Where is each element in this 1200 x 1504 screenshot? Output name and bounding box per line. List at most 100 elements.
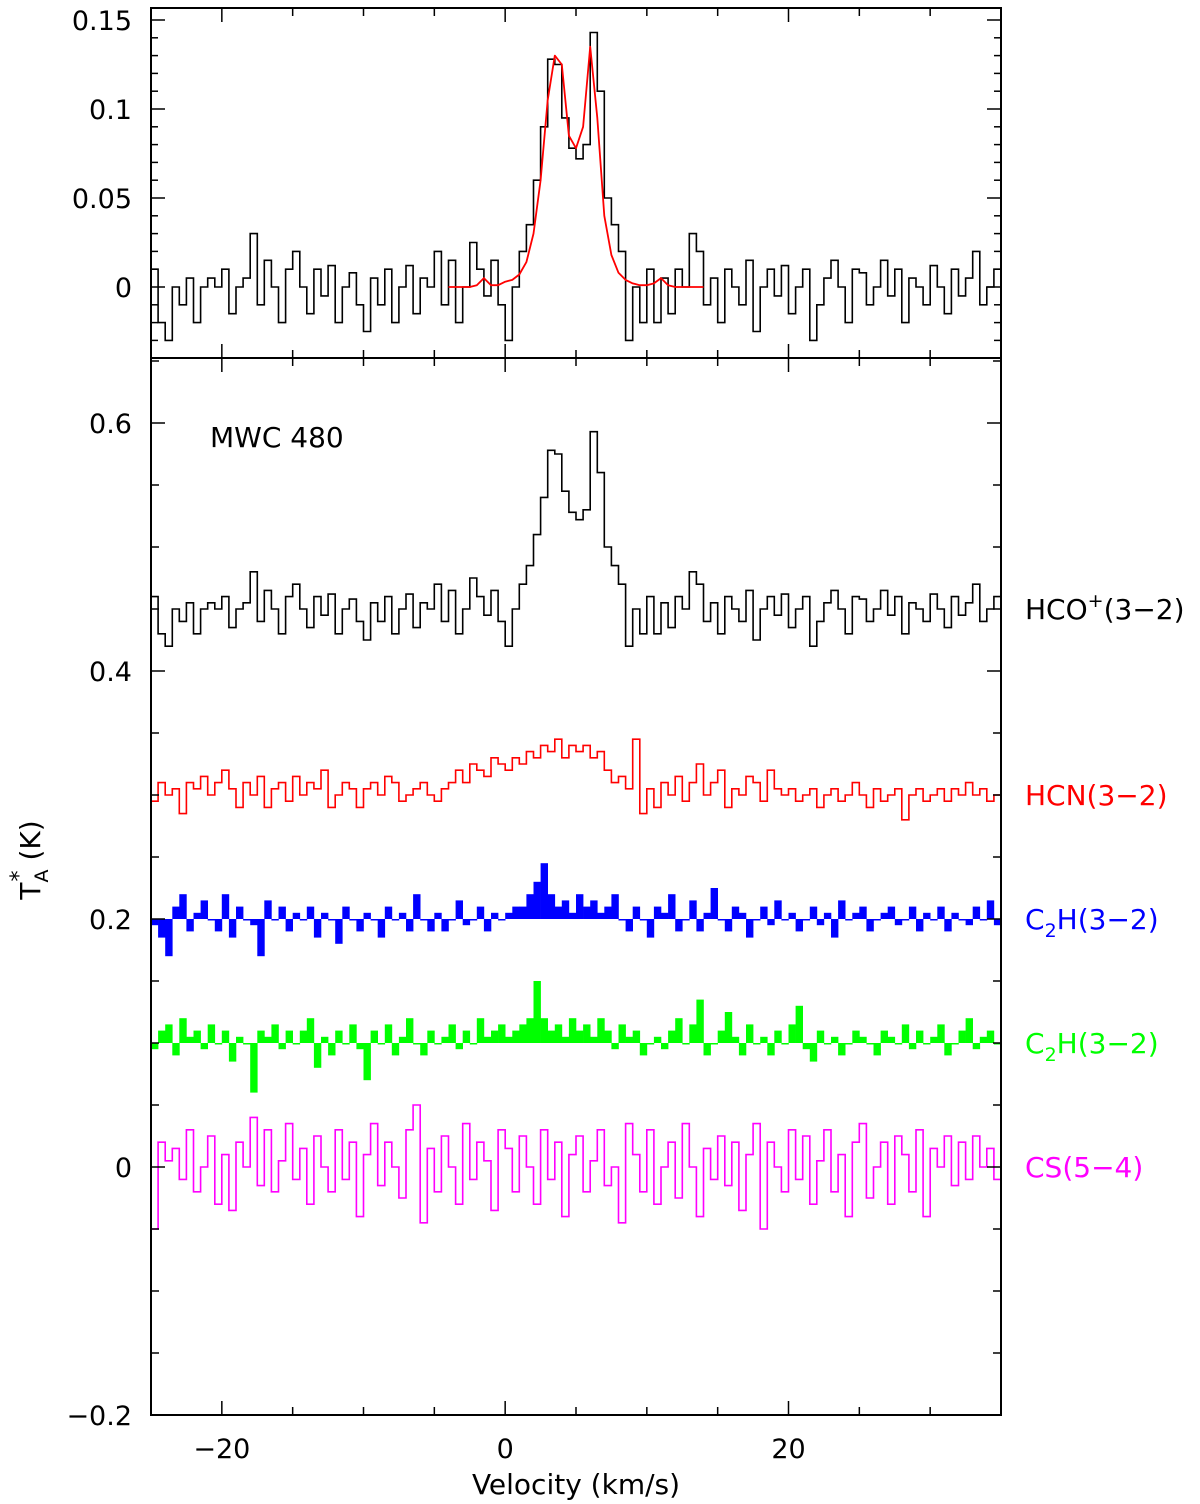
spectrum-bar (760, 1036, 768, 1043)
spectrum-bar (491, 912, 499, 919)
spectrum-bar (172, 1043, 180, 1056)
spectrum-bar (561, 1036, 570, 1043)
spectrum-bar (675, 919, 683, 932)
series-4 (151, 1104, 1001, 1230)
spectrum-bar (710, 888, 718, 919)
spectrum-bar (653, 906, 662, 919)
spectrum-bar (774, 1030, 782, 1043)
spectrum-bar (590, 900, 598, 919)
spectrum-bar (526, 894, 534, 919)
y-axis-label: TA* (K) (7, 820, 53, 900)
y-tick-label: 0.15 (72, 6, 132, 37)
spectrum-bar (498, 919, 506, 921)
spectrum-bar (632, 1030, 641, 1043)
spectrum-bar (278, 906, 286, 919)
spectrum-bar (951, 1043, 959, 1045)
spectrum-bar (250, 919, 258, 926)
spectrum-bar (901, 1024, 910, 1043)
spectrum-bar (377, 919, 386, 938)
spectrum-bar (441, 919, 449, 932)
spectrum-bar (455, 900, 463, 919)
spectrum-bar (158, 1030, 166, 1043)
spectrum-bar (236, 1036, 244, 1043)
y-tick-label: 0 (115, 1153, 132, 1184)
spectrum-bar (335, 1030, 343, 1043)
spectrum-bar (299, 1030, 308, 1043)
spectrum-bar (540, 1018, 548, 1043)
top-spectrum-hco-plus (151, 31, 1001, 342)
spectrum-bar (703, 1043, 711, 1056)
spectrum-bar (540, 863, 548, 919)
spectrum-bar (986, 1030, 995, 1043)
spectrum-bar (335, 919, 343, 944)
series-label: HCO+(3−2) (1025, 590, 1185, 626)
series-label-rest: H(3−2) (1057, 903, 1159, 936)
spectrum-bar (781, 1043, 789, 1045)
spectrum-bar (200, 900, 208, 919)
spectrum-bar (958, 1030, 966, 1043)
spectrum-bar (753, 1043, 761, 1045)
spectrum-bar (731, 906, 740, 919)
series-label-main: HCN(3−2) (1025, 779, 1168, 812)
spectrum-bar (427, 919, 435, 932)
spectrum-bar (646, 1043, 655, 1045)
series-label-sub: 2 (1045, 920, 1057, 942)
spectrum-bar (321, 912, 329, 919)
spectrum-bar (972, 906, 981, 919)
series-label: CS(5−4) (1025, 1151, 1143, 1184)
spectrum-bar (505, 912, 513, 919)
spectrum-bar (738, 1043, 747, 1056)
spectrum-bar (179, 1018, 187, 1043)
spectrum-bar (214, 1043, 223, 1045)
plot-frame (150, 7, 1002, 1416)
spectrum-line (151, 430, 1001, 647)
spectrum-bar (583, 1024, 591, 1043)
spectrum-bar (568, 1018, 577, 1043)
spectrum-bar (937, 1024, 945, 1043)
y-label-unit: (K) (14, 820, 47, 860)
spectrum-bar (391, 1043, 400, 1056)
spectrum-bar (420, 1043, 428, 1056)
spectrum-bar (632, 906, 641, 919)
spectrum-bar (972, 1043, 981, 1050)
spectrum-bar (257, 919, 265, 957)
spectrum-bar (923, 912, 931, 919)
spectrum-bar (285, 1030, 293, 1043)
spectrum-bar (625, 1036, 633, 1043)
spectrum-bar (377, 1043, 386, 1045)
spectrum-bar (292, 912, 301, 919)
spectrum-bar (823, 912, 832, 919)
spectrum-bar (916, 919, 924, 932)
spectrum-bar (228, 919, 237, 938)
spectrum-bar (200, 1043, 208, 1050)
spectrum-bar (342, 1043, 350, 1045)
spectrum-bar (299, 919, 308, 921)
x-tick-label: 0 (497, 1434, 514, 1465)
spectrum-bar (406, 919, 414, 932)
spectrum-bar (313, 1043, 322, 1068)
spectrum-bar (944, 1043, 952, 1056)
spectrum-bar (717, 1030, 726, 1043)
x-tick-label: −20 (193, 1434, 250, 1465)
spectrum-bar (767, 1043, 775, 1056)
spectrum-bar (165, 1024, 173, 1043)
spectrum-bar (519, 906, 527, 919)
spectrum-bar (151, 919, 159, 926)
spectrum-bar (172, 906, 180, 919)
spectrum-bar (816, 1030, 825, 1043)
spectrum-bar (547, 894, 556, 919)
spectrum-bar (469, 919, 478, 921)
spectrum-bar (420, 919, 428, 921)
spectrum-bar (809, 1043, 818, 1062)
spectrum-bar (441, 1036, 449, 1043)
spectrum-bar (406, 1018, 414, 1043)
spectrum-bar (349, 1024, 357, 1043)
spectrum-bar (526, 1018, 534, 1043)
y-tick-label: 0 (115, 273, 132, 304)
spectrum-bar (179, 894, 187, 919)
spectrum-bar (908, 906, 917, 919)
spectrum-bar (923, 1043, 931, 1045)
spectrum-bar (207, 919, 216, 921)
spectrum-bar (583, 906, 591, 919)
spectrum-bar (653, 1036, 662, 1043)
